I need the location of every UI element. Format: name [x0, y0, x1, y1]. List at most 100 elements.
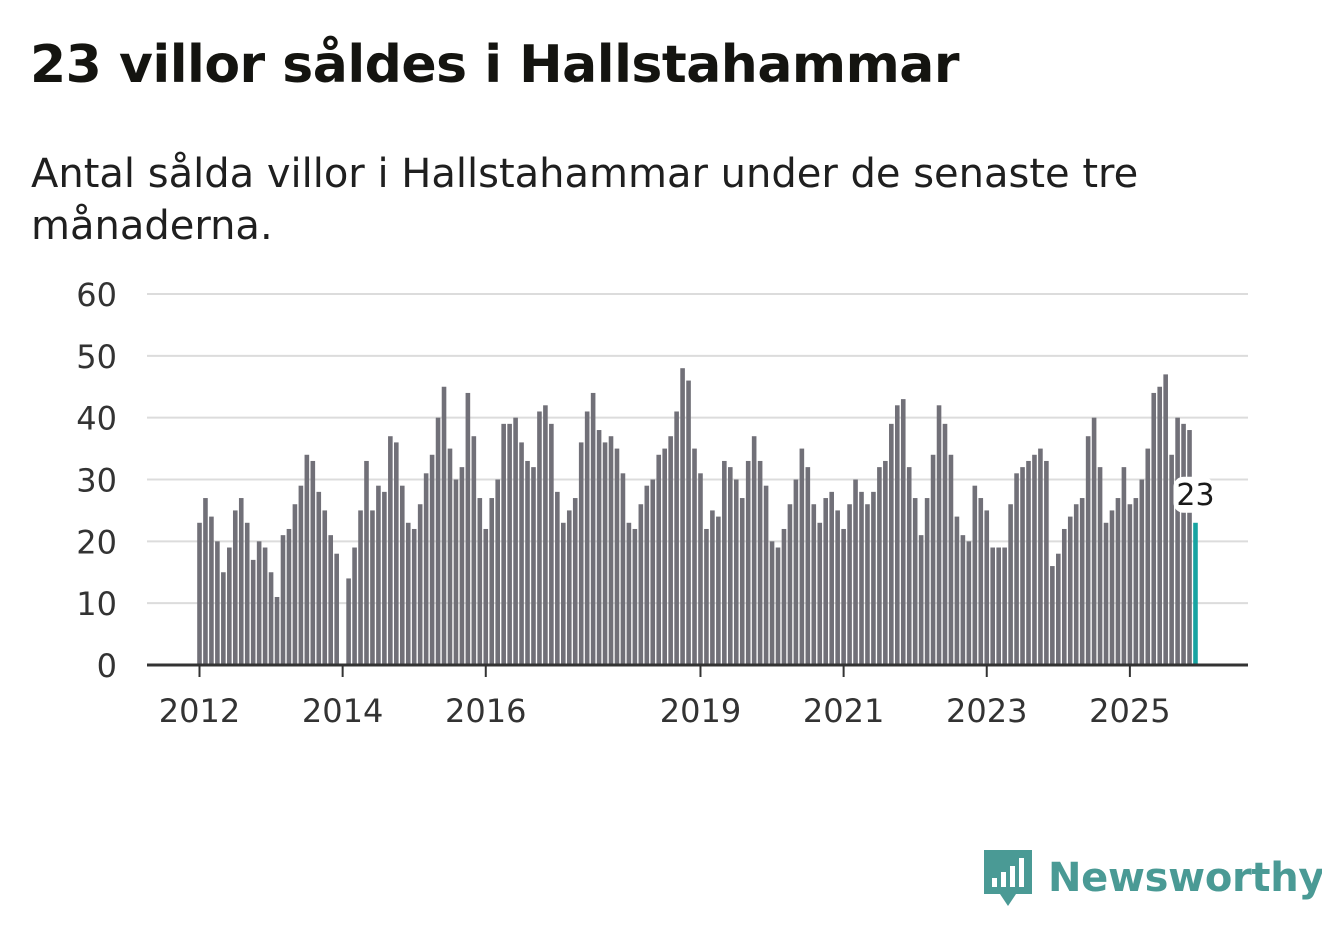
bar [537, 411, 542, 665]
bar [626, 522, 632, 665]
bar [232, 510, 238, 665]
bar [805, 467, 811, 665]
bar [638, 504, 644, 665]
bar [399, 485, 405, 665]
y-tick-label: 40 [76, 400, 117, 438]
y-tick-label: 10 [76, 585, 117, 623]
bar [877, 467, 882, 665]
bar [274, 596, 280, 665]
bar [1073, 504, 1079, 665]
bar [280, 535, 286, 665]
bar [304, 454, 310, 665]
bar [507, 423, 512, 665]
bar [543, 405, 548, 665]
bar [268, 572, 274, 665]
bar [322, 510, 328, 665]
bar [209, 516, 214, 665]
bar [620, 473, 626, 665]
chart-title: 23 villor såldes i Hallstahammar [30, 35, 960, 95]
bar [1050, 566, 1055, 665]
newsworthy-brand: Newsworthy [980, 846, 1322, 910]
bar [787, 504, 793, 665]
y-axis-ticks: 0 10 20 30 40 50 60 [76, 276, 117, 685]
bar [680, 368, 685, 665]
bar [775, 547, 781, 665]
bar [286, 528, 292, 665]
bar [513, 417, 518, 665]
bar [757, 460, 763, 665]
chart-subtitle: Antal sålda villor i Hallstahammar under… [31, 151, 1139, 249]
bar [763, 485, 769, 665]
bar [710, 510, 715, 665]
bar [1056, 553, 1061, 665]
bar-highlight [1193, 522, 1198, 665]
bar [197, 522, 202, 665]
bar [376, 485, 381, 665]
bar [722, 460, 727, 665]
bar [394, 442, 399, 665]
bar [978, 498, 984, 665]
bar [447, 448, 453, 665]
bar [244, 522, 250, 665]
bar [698, 473, 703, 665]
bar [686, 380, 691, 665]
bar [477, 498, 483, 665]
bar [471, 436, 477, 665]
bar [298, 485, 304, 665]
bar [388, 436, 393, 665]
bar [292, 504, 298, 665]
bar [346, 578, 351, 665]
bar [572, 498, 578, 665]
bar [1067, 516, 1073, 665]
bar [364, 460, 369, 665]
bar [799, 448, 805, 665]
bar [423, 473, 429, 665]
bar [960, 535, 966, 665]
bar [859, 491, 864, 665]
bar [549, 423, 554, 665]
y-tick-label: 60 [76, 276, 117, 314]
bar [650, 479, 656, 665]
x-tick-label: 2016 [445, 692, 526, 730]
bar [1014, 473, 1019, 665]
bar [984, 510, 990, 665]
bar [250, 559, 256, 665]
bar [1091, 417, 1097, 665]
bar [793, 479, 799, 665]
bar [1044, 460, 1049, 665]
bar [1169, 454, 1174, 665]
bar [435, 417, 441, 665]
bar [900, 399, 906, 665]
bar [262, 547, 268, 665]
bar [990, 547, 996, 665]
bar [662, 448, 667, 665]
bars [197, 368, 1198, 665]
data-label: 23 [1176, 478, 1214, 513]
bar [519, 442, 524, 665]
bar [429, 454, 435, 665]
bar [769, 541, 775, 665]
bar [501, 423, 506, 665]
bar [417, 504, 423, 665]
bar [1187, 430, 1192, 665]
bar [1097, 467, 1103, 665]
bar [1121, 467, 1127, 665]
bar [1103, 522, 1109, 665]
bar [632, 528, 638, 665]
x-tick-label: 2019 [660, 692, 741, 730]
bar [1038, 448, 1043, 665]
bar [602, 442, 608, 665]
x-axis-ticks: 2012 2014 2016 2019 2021 2023 2025 [159, 665, 1171, 730]
bar [751, 436, 757, 665]
bar [948, 454, 954, 665]
bar [238, 498, 244, 665]
bar [227, 547, 232, 665]
bar [966, 541, 972, 665]
bar [1163, 374, 1168, 665]
bar [942, 423, 948, 665]
brand-name: Newsworthy [1048, 855, 1322, 901]
bar [215, 541, 220, 665]
bar [405, 522, 411, 665]
bar [644, 485, 650, 665]
bar [835, 510, 840, 665]
